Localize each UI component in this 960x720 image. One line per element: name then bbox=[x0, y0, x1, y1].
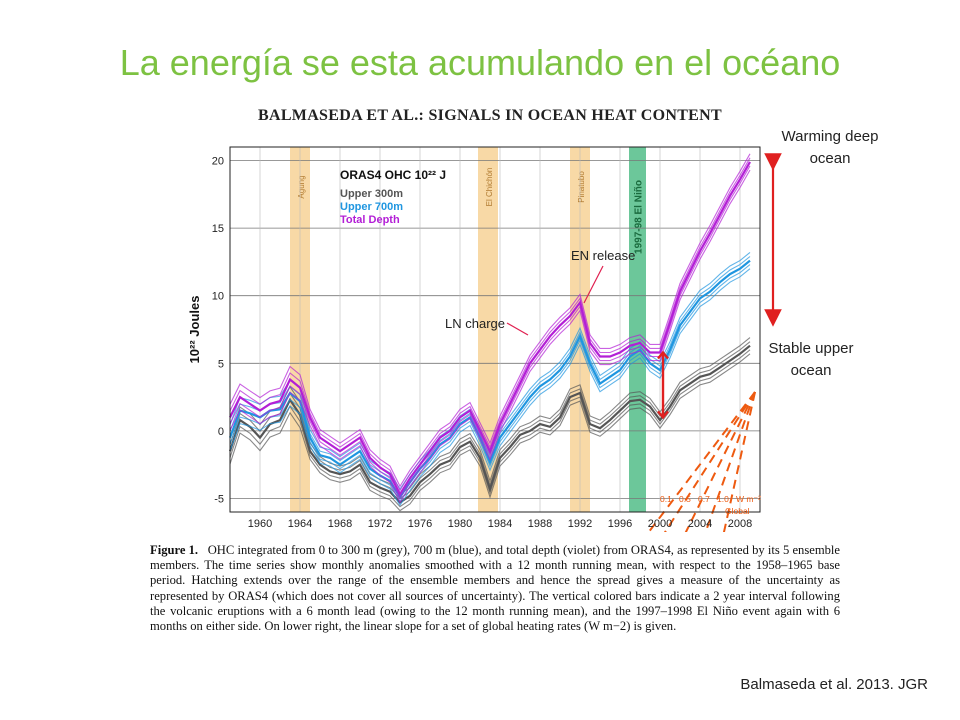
x-tick-label: 2008 bbox=[728, 518, 752, 530]
citation: Balmaseda et al. 2013. JGR bbox=[740, 676, 928, 693]
legend-entry: Upper 300m bbox=[340, 188, 403, 200]
series-line-total bbox=[229, 161, 751, 497]
rate-line bbox=[704, 391, 756, 532]
bar-label: 1997-98 El Niño bbox=[634, 180, 645, 254]
x-tick-label: 1972 bbox=[368, 518, 392, 530]
slide-title: La energía se esta acumulando en el océa… bbox=[119, 42, 841, 83]
y-axis-label: 10²² Joules bbox=[187, 296, 202, 364]
bar-label: Agung bbox=[297, 175, 306, 198]
legend-title: ORAS4 OHC 10²² J bbox=[340, 168, 446, 182]
series-line-total bbox=[229, 165, 751, 500]
x-tick-label: 1976 bbox=[408, 518, 432, 530]
series-line-total bbox=[229, 153, 751, 488]
y-tick-label: 5 bbox=[218, 358, 224, 370]
warming-deep-ocean-note: Warming deep ocean bbox=[781, 128, 879, 167]
x-tick-label: 2004 bbox=[688, 518, 712, 530]
bar-label: Pinatubo bbox=[577, 171, 586, 203]
ln-charge-label: LN charge bbox=[445, 316, 505, 331]
rate-label: 0.5 bbox=[679, 494, 691, 504]
range-arrow bbox=[764, 153, 782, 327]
x-tick-label: 1996 bbox=[608, 518, 632, 530]
x-tick-label: 1980 bbox=[448, 518, 472, 530]
x-tick-label: 1968 bbox=[328, 518, 352, 530]
en-release-label: EN release bbox=[571, 248, 635, 263]
ln-charge-pointer bbox=[506, 322, 529, 336]
x-tick-label: 1988 bbox=[528, 518, 552, 530]
spread-arrow-head bbox=[657, 350, 669, 360]
series-line-total bbox=[229, 169, 751, 504]
y-tick-label: 20 bbox=[212, 156, 224, 168]
rate-label: 0.7 bbox=[698, 494, 710, 504]
rate-line bbox=[684, 391, 756, 532]
figure-caption: Figure 1. OHC integrated from 0 to 300 m… bbox=[150, 543, 840, 634]
legend-entry: Upper 700m bbox=[340, 201, 403, 213]
caption-text: OHC integrated from 0 to 300 m (grey), 7… bbox=[150, 543, 840, 634]
y-tick-label: 15 bbox=[212, 223, 224, 235]
rate-label: 0.1 bbox=[660, 494, 672, 504]
ohc-chart: Agung El Chichón Pinatubo 1997-98 El Niño -5… bbox=[187, 146, 761, 532]
x-tick-label: 1984 bbox=[488, 518, 512, 530]
series-line-total bbox=[229, 157, 751, 492]
shaded-bar bbox=[629, 147, 646, 512]
paper-header: BALMASEDA ET AL.: SIGNALS IN OCEAN HEAT … bbox=[258, 107, 722, 124]
x-tick-label: 1960 bbox=[248, 518, 272, 530]
rate-line bbox=[722, 391, 756, 532]
x-tick-label: 2000 bbox=[648, 518, 672, 530]
bar-label: El Chichón bbox=[485, 168, 494, 207]
y-tick-label: -5 bbox=[214, 493, 224, 505]
en-release-pointer bbox=[583, 265, 604, 304]
legend-entry: Total Depth bbox=[340, 214, 400, 226]
spread-arrow-head bbox=[657, 410, 669, 420]
x-tick-label: 1964 bbox=[288, 518, 312, 530]
y-tick-label: 10 bbox=[212, 291, 224, 303]
plot-frame bbox=[229, 146, 761, 513]
caption-label: Figure 1. bbox=[150, 543, 199, 557]
rate-line bbox=[647, 391, 756, 532]
series-line-upper300 bbox=[229, 353, 751, 512]
rate-caption: Global bbox=[725, 506, 750, 516]
x-tick-label: 1992 bbox=[568, 518, 592, 530]
rate-label: 1.0 bbox=[717, 494, 729, 504]
rate-label: W m⁻² bbox=[736, 494, 761, 504]
y-tick-label: 0 bbox=[218, 426, 224, 438]
series-line-upper300 bbox=[229, 349, 751, 508]
shaded-bar bbox=[478, 147, 498, 512]
stable-upper-ocean-note: Stable upper ocean bbox=[768, 340, 854, 379]
